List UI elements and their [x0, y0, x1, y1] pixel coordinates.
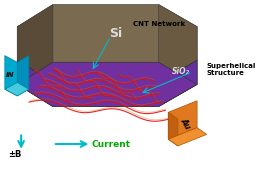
Text: ±B: ±B: [8, 150, 21, 159]
Polygon shape: [17, 60, 197, 107]
Text: Current: Current: [91, 139, 130, 149]
Text: Si: Si: [109, 27, 122, 40]
Polygon shape: [17, 60, 53, 107]
Polygon shape: [168, 128, 207, 146]
Polygon shape: [5, 56, 17, 96]
Text: CNT Network: CNT Network: [132, 21, 185, 27]
Polygon shape: [5, 82, 29, 96]
Polygon shape: [17, 62, 197, 107]
Polygon shape: [17, 5, 53, 82]
Polygon shape: [168, 101, 197, 139]
Text: IN: IN: [6, 72, 15, 78]
Text: SiO₂: SiO₂: [172, 67, 190, 76]
Polygon shape: [168, 112, 178, 146]
Polygon shape: [17, 56, 29, 96]
Text: Superhelical
Structure: Superhelical Structure: [207, 64, 256, 77]
Polygon shape: [17, 5, 197, 82]
Polygon shape: [159, 60, 197, 107]
Text: Au: Au: [179, 117, 192, 131]
Polygon shape: [159, 5, 197, 82]
